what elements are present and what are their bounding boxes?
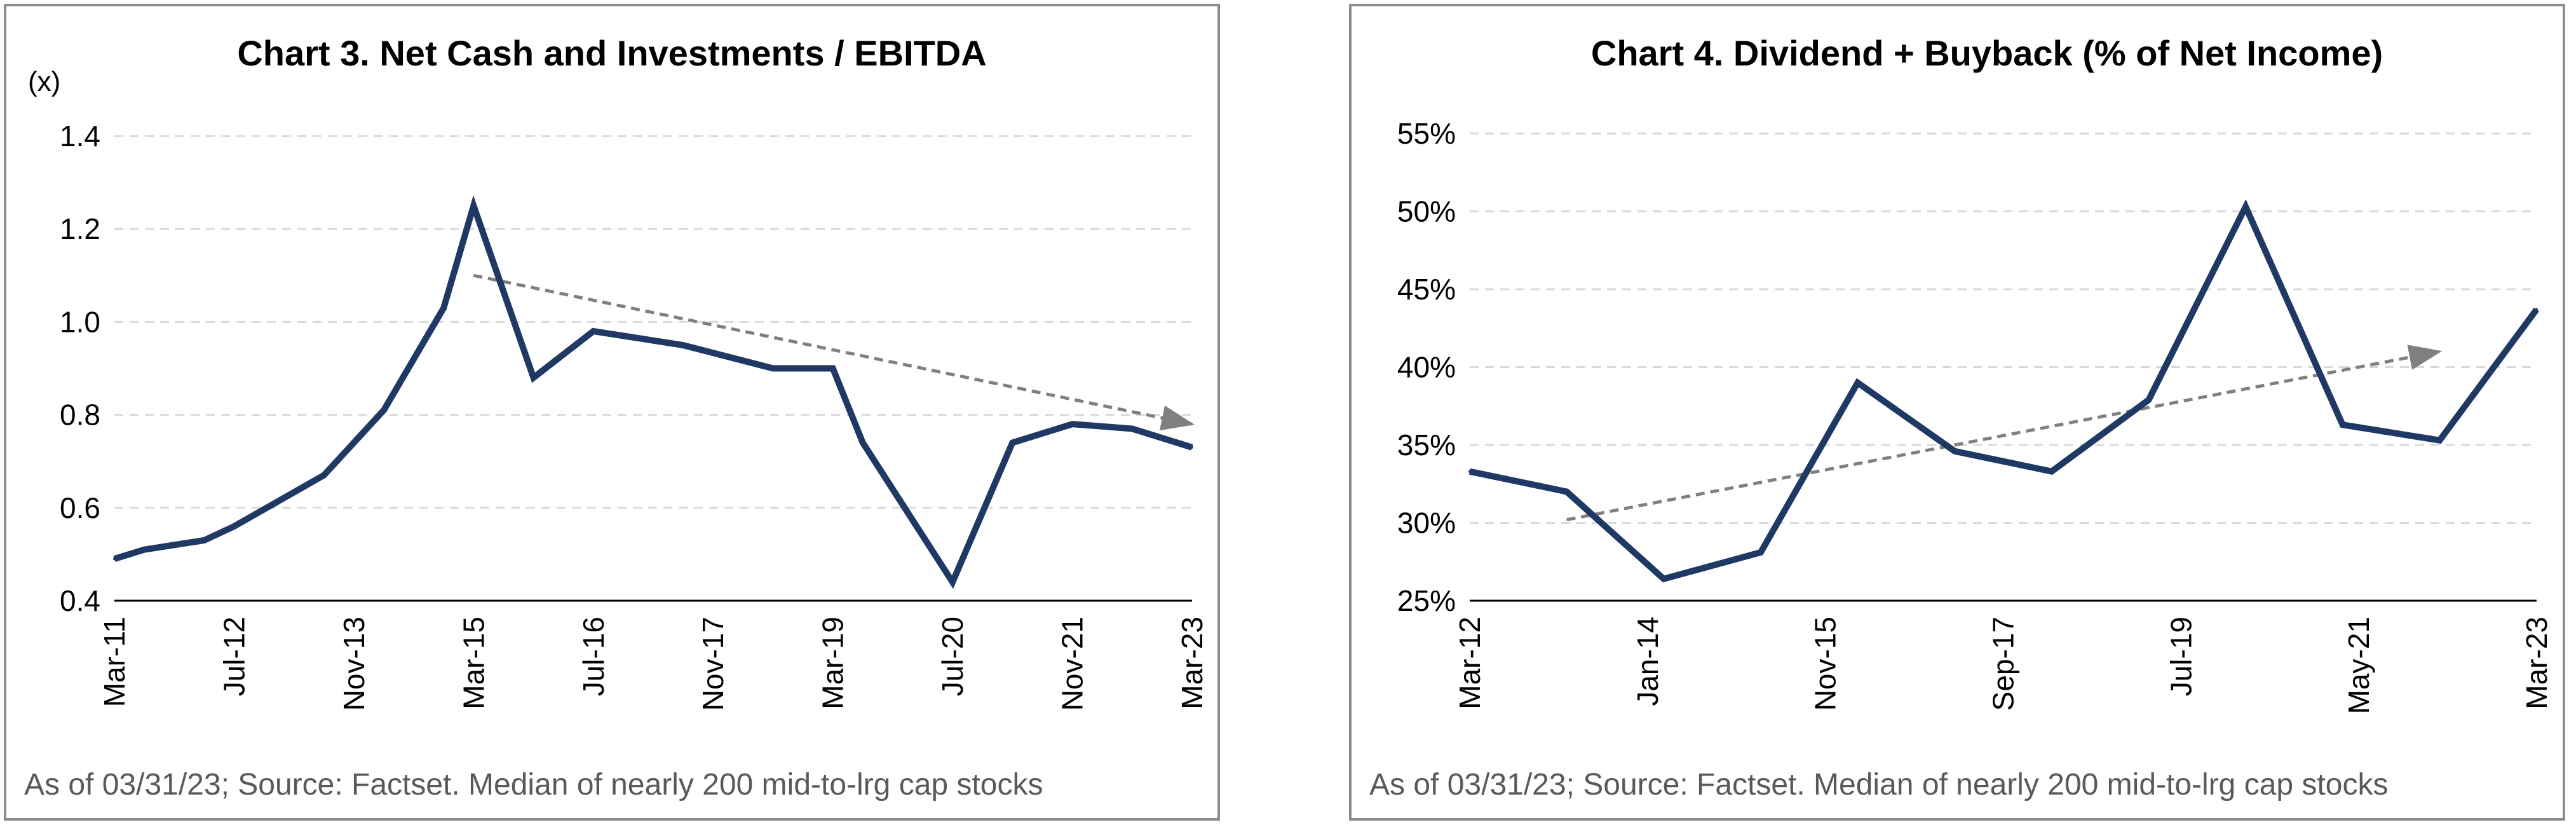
x-tick-label: Mar-15 — [457, 617, 490, 709]
x-tick-label: Jul-19 — [2164, 617, 2197, 696]
data-point — [2438, 439, 2441, 442]
data-point — [1071, 423, 1074, 426]
y-tick-label: 0.8 — [60, 399, 100, 432]
y-tick-label: 30% — [1397, 507, 1456, 540]
y-tick-label: 25% — [1397, 584, 1456, 617]
series-line — [1468, 199, 2540, 583]
data-point — [1759, 551, 1762, 554]
data-point — [771, 367, 775, 370]
series-line — [113, 195, 1193, 589]
data-point — [203, 538, 206, 542]
chart-4-svg: Chart 4. Dividend + Buyback (% of Net In… — [1369, 33, 2553, 802]
y-tick-label: 1.0 — [60, 305, 100, 338]
data-point — [532, 376, 535, 379]
y-tick-label: 0.4 — [60, 584, 100, 617]
x-tick-label: Mar-11 — [98, 617, 131, 707]
chart-panel-right: Chart 4. Dividend + Buyback (% of Net In… — [1349, 4, 2565, 821]
x-tick-label: Nov-13 — [337, 617, 370, 711]
x-tick-label: Sep-17 — [1987, 617, 2020, 711]
y-tick-label: 35% — [1397, 428, 1456, 461]
y-unit-label: (x) — [28, 66, 60, 97]
data-point — [1856, 381, 1859, 384]
data-point — [1468, 470, 1471, 473]
y-tick-label: 45% — [1397, 273, 1456, 306]
y-tick-label: 55% — [1397, 117, 1456, 150]
data-point — [1662, 577, 1665, 580]
data-point — [2535, 308, 2538, 311]
y-tick-label: 1.2 — [60, 212, 100, 245]
data-point — [592, 330, 595, 333]
chart-title: Chart 3. Net Cash and Investments / EBIT… — [237, 33, 986, 73]
chart-3-svg: Chart 3. Net Cash and Investments / EBIT… — [24, 33, 1209, 802]
source-note: As of 03/31/23; Source: Factset. Median … — [24, 768, 1043, 802]
x-tick-label: Jul-12 — [217, 617, 250, 696]
data-point — [143, 548, 146, 551]
x-tick-label: Jul-16 — [577, 617, 610, 696]
trend-line — [1566, 345, 2443, 522]
x-tick-label: Jan-14 — [1631, 617, 1664, 706]
data-point — [682, 343, 685, 346]
x-tick-label: Nov-21 — [1056, 617, 1089, 711]
data-point — [442, 306, 445, 310]
data-point — [322, 474, 325, 477]
data-point — [1565, 490, 1568, 493]
chart-title: Chart 4. Dividend + Buyback (% of Net In… — [1591, 33, 2383, 73]
data-point — [2147, 398, 2150, 401]
data-point — [2341, 423, 2344, 427]
x-tick-label: Nov-15 — [1809, 617, 1842, 711]
data-point — [831, 367, 834, 370]
x-tick-label: Nov-17 — [696, 617, 729, 711]
x-tick-label: Mar-19 — [817, 617, 850, 709]
y-tick-label: 50% — [1397, 195, 1456, 228]
y-tick-label: 1.4 — [60, 120, 100, 153]
data-point — [951, 580, 954, 584]
data-point — [2050, 470, 2053, 473]
x-tick-label: Jul-20 — [936, 617, 969, 696]
data-point — [1130, 427, 1134, 430]
data-point — [113, 557, 116, 561]
y-tick-label: 0.6 — [60, 491, 100, 524]
data-point — [233, 525, 236, 528]
data-point — [472, 204, 475, 207]
trend-line — [473, 273, 1195, 431]
x-tick-label: Mar-23 — [1176, 617, 1209, 709]
data-point — [383, 409, 385, 412]
data-point — [2244, 205, 2247, 208]
x-tick-label: Mar-12 — [1453, 617, 1486, 709]
source-note: As of 03/31/23; Source: Factset. Median … — [1369, 768, 2388, 802]
chart-panel-left: Chart 3. Net Cash and Investments / EBIT… — [4, 4, 1220, 821]
data-point — [1191, 446, 1193, 449]
data-point — [1011, 441, 1014, 444]
y-tick-label: 40% — [1397, 351, 1456, 384]
data-point — [1953, 449, 1956, 453]
x-tick-label: May-21 — [2342, 617, 2375, 714]
x-tick-label: Mar-23 — [2520, 617, 2553, 709]
data-point — [861, 441, 864, 444]
